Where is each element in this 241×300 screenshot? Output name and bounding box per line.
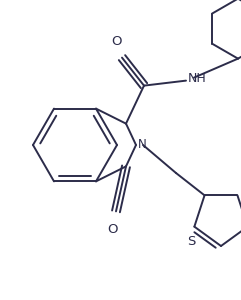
Text: NH: NH: [188, 72, 207, 85]
Text: O: O: [108, 224, 118, 236]
Text: O: O: [112, 34, 122, 48]
Text: S: S: [187, 235, 195, 248]
Text: N: N: [138, 139, 147, 152]
